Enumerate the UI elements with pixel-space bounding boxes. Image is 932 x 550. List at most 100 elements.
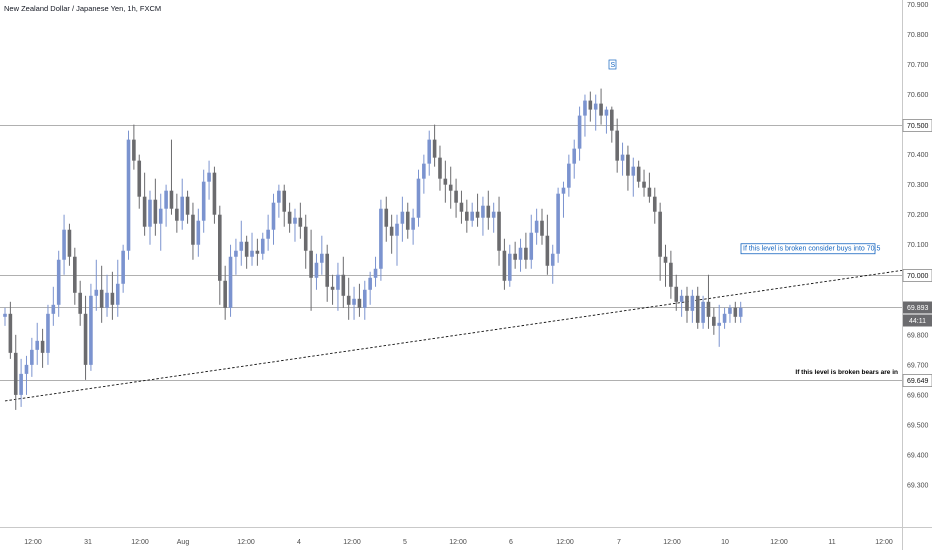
candle-body — [228, 256, 233, 308]
buy-note-text: If this level is broken consider buys in… — [743, 246, 880, 253]
candle-body — [164, 190, 168, 209]
candle-body — [513, 253, 517, 260]
candle-body — [110, 292, 115, 305]
candle-body — [647, 187, 652, 197]
candle-body — [341, 274, 346, 296]
candle-body — [67, 229, 72, 257]
signal-marker-text: S — [611, 62, 616, 69]
candle-body — [545, 235, 550, 266]
candle-body — [180, 196, 185, 221]
candle-body — [357, 298, 362, 308]
x-tick-label: 4 — [297, 539, 301, 546]
candle-body — [78, 292, 82, 314]
candle-body — [51, 304, 56, 314]
candle-body — [271, 202, 276, 230]
candle-body — [46, 313, 50, 353]
candle-body — [336, 274, 340, 290]
candle-body — [362, 289, 367, 308]
candle-body — [642, 181, 646, 188]
candle-body — [115, 283, 120, 305]
candle-body — [631, 166, 636, 176]
candle-body — [690, 295, 695, 311]
candle-body — [738, 307, 743, 317]
candle-body — [706, 301, 711, 317]
y-tick-label: 70.100 — [907, 242, 929, 249]
x-tick-label: 11 — [828, 539, 835, 546]
candle-body — [593, 103, 598, 110]
candle-body — [137, 160, 142, 197]
x-tick-label: 12:00 — [556, 539, 574, 546]
y-tick-label: 70.700 — [907, 62, 929, 69]
y-tick-label: 70.400 — [907, 152, 929, 159]
candles-layer — [3, 88, 743, 410]
candle-body — [325, 253, 329, 287]
x-tick-label: 12:00 — [875, 539, 893, 546]
candle-body — [314, 262, 319, 278]
candle-body — [561, 187, 566, 194]
candle-body — [411, 217, 415, 230]
candle-body — [695, 295, 700, 323]
y-tick-label: 69.500 — [907, 422, 929, 429]
candle-body — [615, 130, 619, 161]
candle-body — [255, 250, 260, 254]
time-axis[interactable]: 12:00 31 12:00 Aug 12:00 4 12:00 5 12:00 6 12:00 7 1… — [24, 539, 893, 546]
candle-body — [583, 100, 587, 116]
candle-body — [701, 301, 705, 323]
candle-body — [465, 211, 469, 221]
candle-body — [604, 109, 609, 116]
y-tick-label: 70.200 — [907, 212, 929, 219]
last-price-label: 69.893 — [907, 305, 929, 312]
candle-body — [658, 211, 662, 257]
price-axis[interactable]: 70.900 70.800 70.700 70.600 70.500 70.400 70.3… — [902, 2, 932, 489]
candle-body — [244, 241, 249, 257]
candle-body — [277, 190, 281, 203]
y-tick-label: 69.800 — [907, 332, 929, 339]
level-price-label: 69.649 — [907, 378, 929, 385]
y-tick-label: 69.700 — [907, 362, 929, 369]
candle-body — [438, 157, 442, 179]
x-tick-label: 12:00 — [131, 539, 149, 546]
candle-body — [201, 181, 206, 221]
candle-body — [443, 178, 448, 185]
candle-body — [502, 250, 507, 281]
y-tick-label: 69.300 — [907, 482, 929, 489]
candle-body — [169, 190, 174, 209]
y-tick-label: 70.800 — [907, 32, 929, 39]
candle-body — [652, 196, 657, 212]
candle-body — [432, 139, 437, 158]
y-tick-label: 69.600 — [907, 392, 929, 399]
candle-body — [572, 148, 577, 164]
candle-body — [459, 202, 464, 212]
candle-body — [679, 295, 684, 302]
candle-body — [3, 313, 7, 317]
candle-body — [427, 139, 432, 164]
buy-note-box — [740, 243, 876, 255]
candle-body — [626, 154, 630, 176]
candle-body — [320, 253, 324, 263]
candle-body — [373, 268, 378, 278]
candle-body — [352, 298, 356, 305]
horizontal-levels — [0, 125, 902, 381]
last-price-marker — [903, 301, 932, 314]
level-price-marker — [902, 269, 932, 282]
x-tick-label: Aug — [177, 539, 190, 546]
candle-body — [142, 196, 147, 227]
candle-body — [416, 178, 421, 218]
x-tick-label: 5 — [403, 539, 407, 546]
candle-body — [99, 289, 104, 308]
candle-body — [105, 292, 109, 308]
candle-body — [40, 340, 45, 353]
candle-body — [94, 289, 99, 296]
candle-body — [132, 139, 136, 161]
candle-body — [481, 205, 485, 218]
candle-body — [379, 208, 383, 269]
candle-body — [534, 220, 539, 233]
candle-body — [733, 307, 738, 317]
candle-body — [287, 211, 292, 224]
candle-body — [19, 373, 23, 395]
signal-marker-box — [608, 59, 617, 70]
candle-body — [422, 163, 426, 179]
candle-body — [212, 172, 217, 215]
bear-note-text: If this level is broken bears are in — [795, 369, 898, 376]
